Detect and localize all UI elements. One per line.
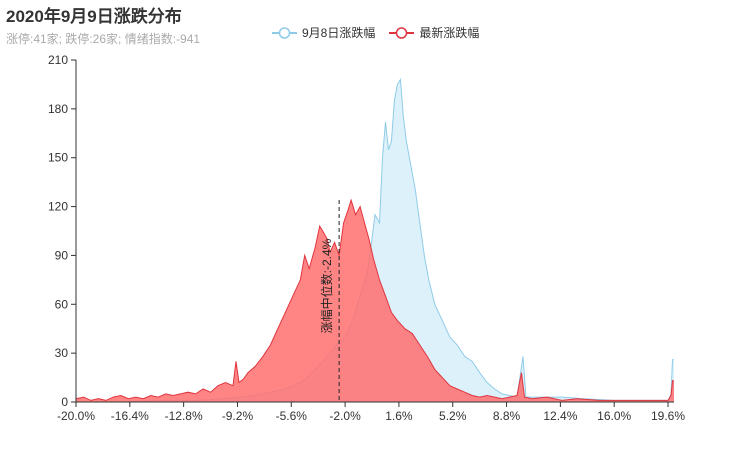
series-area-0 [76, 79, 674, 402]
legend: 9月8日涨跌幅 最新涨跌幅 [272, 24, 479, 41]
x-tick-label: 5.2% [439, 409, 467, 423]
x-tick-label: -5.6% [276, 409, 308, 423]
chart-title: 2020年9月9日涨跌分布 [6, 7, 182, 26]
legend-label-latest: 最新涨跌幅 [419, 26, 480, 40]
x-tick-label: -12.8% [165, 409, 203, 423]
x-tick-label: 1.6% [385, 409, 413, 423]
x-tick-label: 12.4% [543, 409, 577, 423]
y-tick-label: 150 [48, 151, 68, 165]
legend-swatch-prev-icon [272, 26, 297, 39]
y-tick-label: 60 [55, 297, 69, 311]
y-tick-label: 30 [55, 346, 69, 360]
y-tick-label: 90 [55, 248, 69, 262]
legend-swatch-latest-icon [389, 26, 415, 39]
y-tick-label: 120 [48, 200, 68, 214]
x-tick-label: -16.4% [111, 409, 149, 423]
x-tick-label: -2.0% [329, 409, 361, 423]
y-tick-label: 180 [48, 102, 68, 116]
chart-subtitle: 涨停:41家; 跌停:26家; 情绪指数:-941 [6, 32, 201, 46]
legend-item-prev[interactable]: 9月8日涨跌幅 [272, 24, 375, 41]
x-tick-label: 19.6% [651, 409, 685, 423]
series-line-1 [75, 198, 674, 401]
y-tick-label: 210 [48, 53, 68, 67]
x-tick-label: 8.8% [493, 409, 521, 423]
median-label: 涨幅中位数:-2.4% [319, 238, 334, 333]
legend-item-latest[interactable]: 最新涨跌幅 [389, 24, 479, 41]
legend-label-prev: 9月8日涨跌幅 [302, 26, 376, 40]
x-tick-label: -9.2% [222, 409, 254, 423]
series-area-1 [76, 200, 674, 402]
x-tick-label: -20.0% [57, 409, 95, 423]
y-tick-label: 0 [61, 395, 68, 409]
x-tick-label: 16.0% [597, 409, 631, 423]
